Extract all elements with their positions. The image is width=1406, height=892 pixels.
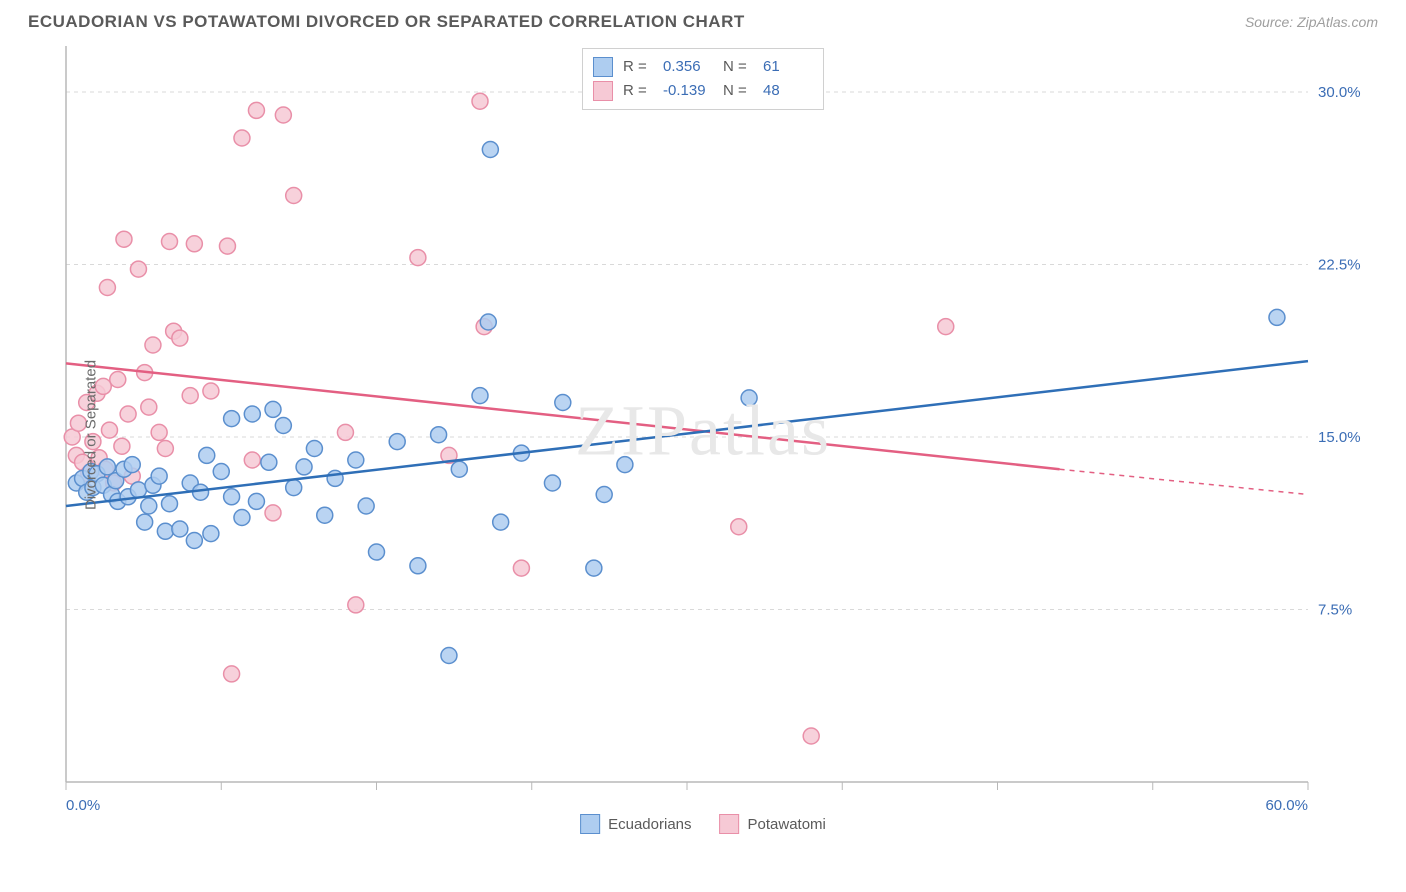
series-legend: Ecuadorians Potawatomi xyxy=(580,814,826,834)
legend-swatch-ecuadorians xyxy=(593,57,613,77)
legend-label-ecuadorians: Ecuadorians xyxy=(608,816,691,833)
n-label: N = xyxy=(723,79,753,103)
r-value-ecuadorians: 0.356 xyxy=(663,55,713,79)
scatter-chart: 7.5% 15.0% 22.5% 30.0% 0.0% 60.0% xyxy=(28,40,1378,830)
correlation-legend: R = 0.356 N = 61 R = -0.139 N = 48 xyxy=(582,48,824,110)
svg-text:0.0%: 0.0% xyxy=(66,797,100,814)
legend-item-potawatomi: Potawatomi xyxy=(720,814,826,834)
svg-text:22.5%: 22.5% xyxy=(1318,257,1361,274)
r-label: R = xyxy=(623,79,653,103)
n-value-potawatomi: 48 xyxy=(763,79,813,103)
r-label: R = xyxy=(623,55,653,79)
legend-label-potawatomi: Potawatomi xyxy=(748,816,826,833)
legend-item-ecuadorians: Ecuadorians xyxy=(580,814,691,834)
svg-text:7.5%: 7.5% xyxy=(1318,602,1352,619)
svg-text:60.0%: 60.0% xyxy=(1265,797,1308,814)
legend-swatch-potawatomi-bottom xyxy=(720,814,740,834)
chart-title: ECUADORIAN VS POTAWATOMI DIVORCED OR SEP… xyxy=(28,12,745,32)
chart-source: Source: ZipAtlas.com xyxy=(1245,14,1378,30)
n-label: N = xyxy=(723,55,753,79)
svg-text:30.0%: 30.0% xyxy=(1318,84,1361,101)
legend-swatch-ecuadorians-bottom xyxy=(580,814,600,834)
legend-swatch-potawatomi xyxy=(593,81,613,101)
svg-text:15.0%: 15.0% xyxy=(1318,429,1361,446)
legend-row-ecuadorians: R = 0.356 N = 61 xyxy=(593,55,813,79)
n-value-ecuadorians: 61 xyxy=(763,55,813,79)
r-value-potawatomi: -0.139 xyxy=(663,79,713,103)
y-axis-label: Divorced or Separated xyxy=(83,360,100,510)
legend-row-potawatomi: R = -0.139 N = 48 xyxy=(593,79,813,103)
chart-container: ZIPatlas Divorced or Separated R = 0.356… xyxy=(28,40,1378,830)
